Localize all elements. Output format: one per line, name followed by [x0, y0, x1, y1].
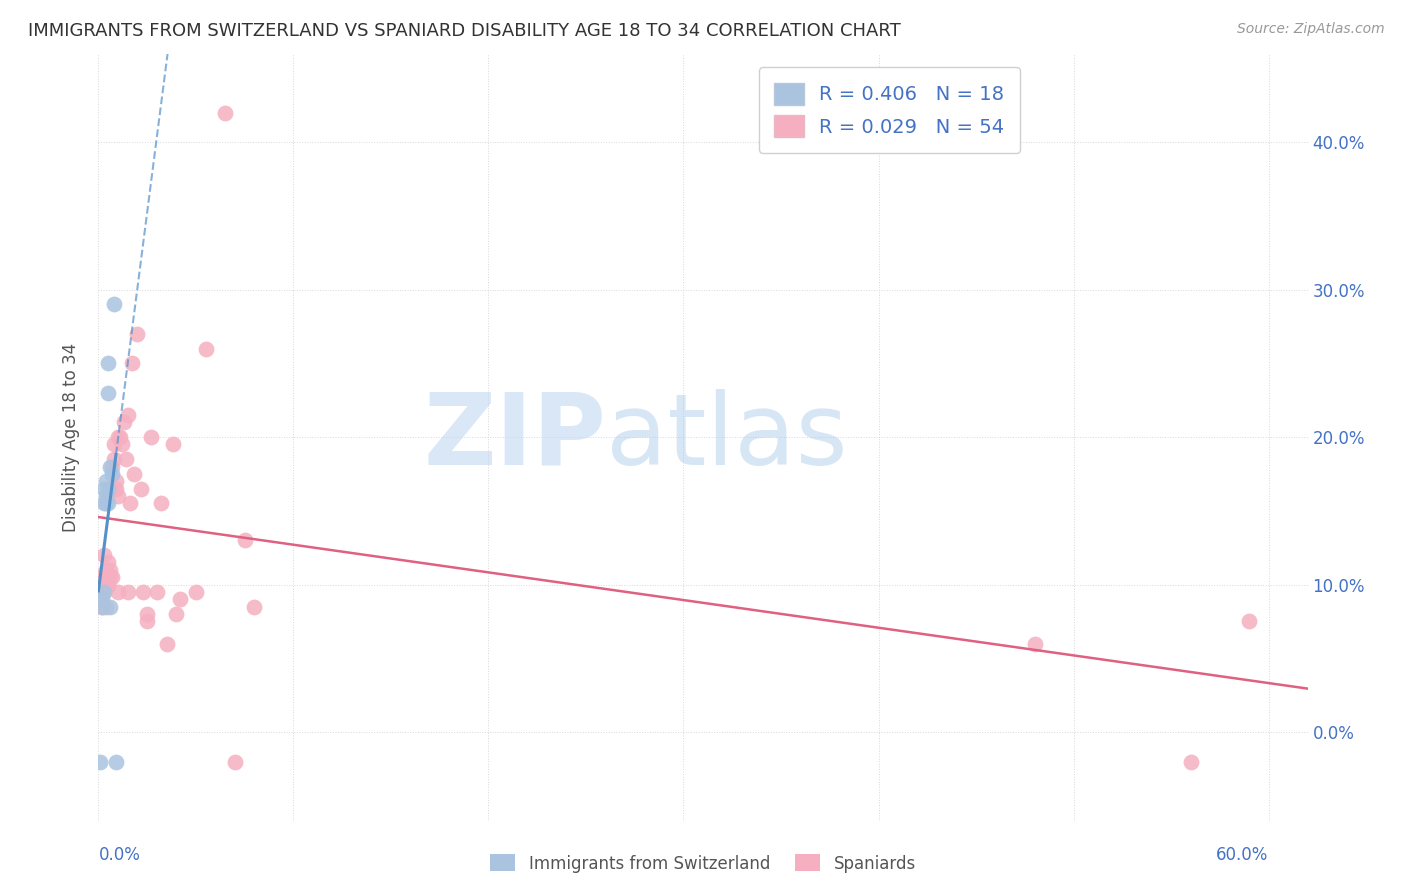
Point: [111, 437, 134, 451]
Point: [93, 482, 115, 496]
Point: [112, 415, 135, 429]
Point: [243, 599, 266, 614]
Point: [214, 105, 236, 120]
Point: [97, 496, 120, 510]
Point: [96, 489, 118, 503]
Point: [96, 475, 118, 489]
Point: [98, 563, 121, 577]
Point: [107, 585, 129, 599]
Point: [104, 755, 127, 769]
Point: [101, 570, 124, 584]
Point: [103, 452, 125, 467]
Point: [114, 452, 136, 467]
Point: [127, 326, 149, 341]
Point: [89, 755, 111, 769]
Point: [233, 533, 256, 548]
Point: [184, 585, 207, 599]
Point: [91, 599, 114, 614]
Point: [136, 607, 159, 621]
Point: [96, 599, 118, 614]
Point: [139, 430, 162, 444]
Point: [131, 482, 153, 496]
Point: [98, 570, 121, 584]
Point: [224, 755, 246, 769]
Point: [103, 437, 125, 451]
Point: [108, 430, 131, 444]
Point: [98, 599, 121, 614]
Point: [97, 385, 120, 400]
Point: [136, 615, 159, 629]
Point: [107, 430, 129, 444]
Point: [91, 592, 114, 607]
Point: [1237, 615, 1260, 629]
Point: [194, 342, 217, 356]
Point: [121, 356, 143, 370]
Point: [91, 599, 114, 614]
Point: [89, 570, 111, 584]
Point: [103, 297, 125, 311]
Point: [101, 467, 124, 481]
Point: [132, 585, 155, 599]
Legend: Immigrants from Switzerland, Spaniards: Immigrants from Switzerland, Spaniards: [484, 847, 922, 880]
Point: [122, 467, 145, 481]
Point: [149, 496, 172, 510]
Point: [97, 577, 120, 591]
Point: [104, 475, 127, 489]
Point: [162, 437, 184, 451]
Point: [1180, 755, 1202, 769]
Text: atlas: atlas: [606, 389, 848, 485]
Point: [97, 482, 120, 496]
Point: [97, 556, 120, 570]
Point: [93, 585, 115, 599]
Point: [93, 577, 115, 591]
Point: [117, 408, 139, 422]
Point: [103, 482, 125, 496]
Point: [91, 585, 114, 599]
Point: [104, 482, 127, 496]
Point: [117, 585, 139, 599]
Text: 0.0%: 0.0%: [98, 846, 141, 863]
Point: [97, 577, 120, 591]
Text: 60.0%: 60.0%: [1216, 846, 1268, 863]
Point: [169, 592, 191, 607]
Point: [93, 585, 115, 599]
Point: [118, 496, 141, 510]
Text: Source: ZipAtlas.com: Source: ZipAtlas.com: [1237, 22, 1385, 37]
Point: [156, 637, 179, 651]
Point: [96, 570, 118, 584]
Point: [97, 356, 120, 370]
Point: [165, 607, 187, 621]
Point: [93, 548, 115, 562]
Point: [96, 563, 118, 577]
Text: ZIP: ZIP: [423, 389, 606, 485]
Point: [98, 459, 121, 474]
Point: [96, 496, 118, 510]
Point: [101, 459, 124, 474]
Point: [107, 489, 129, 503]
Point: [146, 585, 169, 599]
Y-axis label: Disability Age 18 to 34: Disability Age 18 to 34: [62, 343, 80, 532]
Point: [93, 496, 115, 510]
Text: IMMIGRANTS FROM SWITZERLAND VS SPANIARD DISABILITY AGE 18 TO 34 CORRELATION CHAR: IMMIGRANTS FROM SWITZERLAND VS SPANIARD …: [28, 22, 901, 40]
Point: [1024, 637, 1046, 651]
Legend: R = 0.406   N = 18, R = 0.029   N = 54: R = 0.406 N = 18, R = 0.029 N = 54: [759, 67, 1019, 153]
